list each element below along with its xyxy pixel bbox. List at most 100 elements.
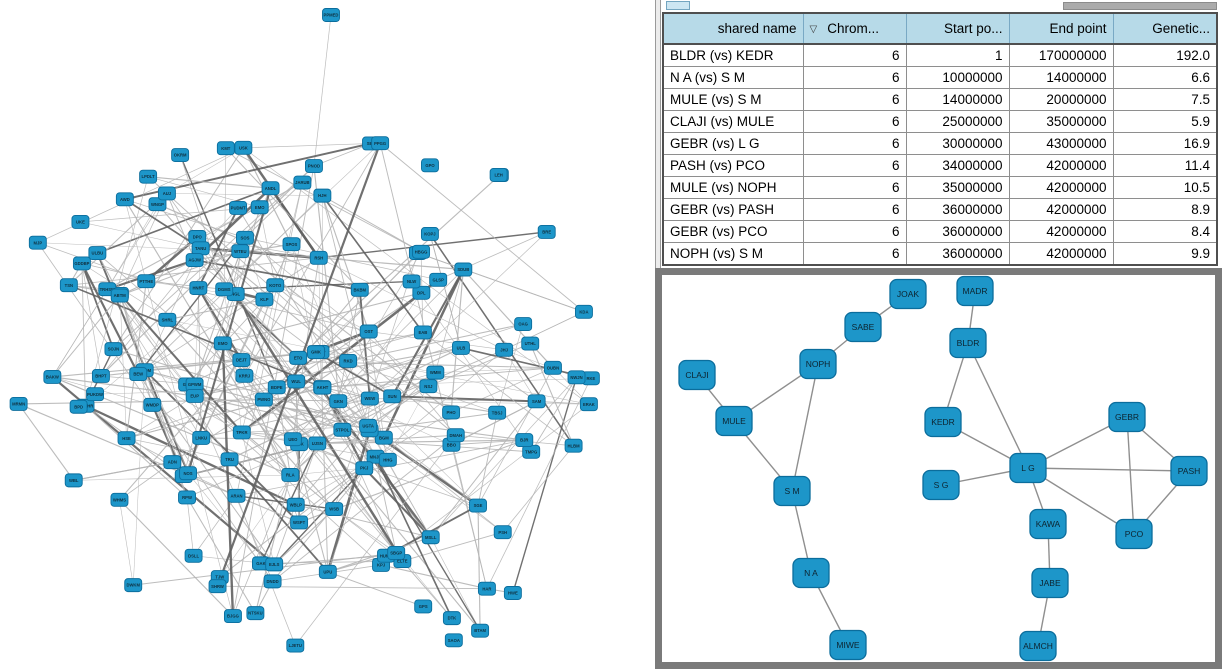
network-node[interactable]: UEO <box>283 432 302 447</box>
node-kedr[interactable]: KEDR <box>924 406 962 438</box>
node-bldr[interactable]: BLDR <box>949 327 987 359</box>
table-corner-button[interactable] <box>666 1 690 10</box>
node-almch[interactable]: ALMCH <box>1019 630 1057 662</box>
node-noph[interactable]: NOPH <box>799 348 837 380</box>
node-l-g[interactable]: L G <box>1009 452 1047 484</box>
network-node[interactable]: SOJN <box>104 342 123 357</box>
network-node[interactable]: BHPT <box>91 369 110 383</box>
network-node[interactable]: BEW <box>129 367 148 382</box>
network-node[interactable]: PSH <box>493 525 512 540</box>
network-node[interactable]: PUKDW <box>86 387 105 402</box>
network-node[interactable]: KMT <box>216 141 235 156</box>
network-node[interactable]: HBGG <box>412 244 431 259</box>
column-header-shared-name[interactable]: shared name <box>662 12 804 45</box>
network-node[interactable]: WHMS <box>110 492 129 507</box>
node-pash[interactable]: PASH <box>1170 455 1208 487</box>
table-row[interactable]: GEBR (vs) PASH 6 36000000 42000000 8.9 <box>662 198 1218 221</box>
network-node[interactable]: BJR <box>515 433 534 448</box>
network-node[interactable]: ULBU <box>88 246 107 260</box>
network-node[interactable]: TMPG <box>522 444 541 459</box>
network-node[interactable]: EMO <box>213 336 232 351</box>
network-node[interactable]: KOPJ <box>420 227 439 241</box>
network-node[interactable]: UKE <box>71 214 90 229</box>
table-row[interactable]: GEBR (vs) L G 6 30000000 43000000 16.9 <box>662 132 1218 155</box>
network-node[interactable]: ARAN <box>227 488 246 503</box>
network-node[interactable]: NOS <box>179 466 198 481</box>
table-row[interactable]: BLDR (vs) KEDR 6 1 170000000 192.0 <box>662 43 1218 67</box>
network-node[interactable]: GDDBP <box>72 256 91 271</box>
table-row[interactable]: PASH (vs) PCO 6 34000000 42000000 11.4 <box>662 154 1218 177</box>
network-node[interactable]: TRU <box>220 452 239 467</box>
network-node[interactable]: MJP <box>28 235 47 250</box>
network-node[interactable]: WEW <box>360 391 379 406</box>
network-edge[interactable] <box>1027 467 1190 472</box>
network-node[interactable]: NWJN <box>567 370 586 385</box>
network-node[interactable]: GPS <box>414 599 433 614</box>
network-node[interactable]: STPOL <box>333 422 352 437</box>
filter-icon[interactable]: ▽ <box>809 24 818 35</box>
network-node[interactable]: PUDMT <box>229 200 248 215</box>
network-node[interactable]: WNGP <box>148 197 167 212</box>
network-node[interactable]: TANU <box>191 241 210 256</box>
network-node[interactable]: HSE <box>117 431 136 446</box>
node-claji[interactable]: CLAJI <box>678 359 716 391</box>
network-node[interactable]: LJETU <box>286 638 305 653</box>
network-edge[interactable] <box>1126 416 1135 535</box>
network-node[interactable]: ANDL <box>261 181 280 196</box>
network-node[interactable]: UJSN <box>308 436 327 451</box>
network-node[interactable]: EMO <box>250 200 269 215</box>
network-node[interactable]: RLA <box>281 468 300 482</box>
network-node[interactable]: SAM <box>527 394 546 409</box>
network-node[interactable]: HJH <box>313 188 332 203</box>
network-node[interactable]: HWE <box>503 586 522 600</box>
node-n-a[interactable]: N A <box>792 557 830 589</box>
network-node[interactable]: ADN <box>163 455 182 470</box>
network-node[interactable]: WBLP <box>286 497 305 512</box>
network-node[interactable]: UTHL <box>521 336 540 351</box>
network-node[interactable]: OST <box>359 324 378 339</box>
network-node[interactable]: SHRW <box>208 579 227 594</box>
network-node[interactable]: WTEU <box>231 244 250 259</box>
network-canvas-main[interactable]: PPMEDPTTHEELTEKOPJRSHEMORKDUJSNWULNAMHRW… <box>0 0 650 669</box>
network-edge[interactable] <box>967 342 1029 469</box>
network-node[interactable]: ULB <box>452 340 470 355</box>
network-node[interactable]: PTTHE <box>137 274 156 289</box>
node-s-m[interactable]: S M <box>773 475 811 507</box>
column-header-end-point[interactable]: End point <box>1008 12 1114 45</box>
network-edge[interactable] <box>791 363 819 492</box>
network-node[interactable]: LNKU <box>192 430 211 445</box>
table-row[interactable]: MULE (vs) NOPH 6 35000000 42000000 10.5 <box>662 176 1218 199</box>
network-node[interactable]: AGJW <box>185 253 204 268</box>
node-s-g[interactable]: S G <box>922 469 960 501</box>
network-node[interactable]: PPGG <box>371 136 390 151</box>
network-node[interactable]: OUBN <box>543 360 562 375</box>
network-node[interactable]: BPD <box>69 399 88 414</box>
network-node[interactable]: GMK <box>307 345 325 360</box>
node-joak[interactable]: JOAK <box>889 278 927 310</box>
network-node[interactable]: DWKM <box>124 578 143 593</box>
panel-splitter[interactable] <box>655 0 661 268</box>
network-node[interactable]: KLP <box>255 292 274 307</box>
network-node[interactable]: SBGP <box>387 546 406 560</box>
network-node[interactable]: GPO <box>421 158 439 173</box>
node-pco[interactable]: PCO <box>1115 518 1153 550</box>
network-node[interactable]: RSH <box>309 250 328 265</box>
network-node[interactable]: BAKW <box>43 369 62 384</box>
network-node[interactable]: AWD <box>115 192 134 207</box>
network-node[interactable]: DPL <box>412 285 431 300</box>
network-node[interactable]: LPDLT <box>139 169 158 184</box>
network-node[interactable]: HLBM <box>564 438 583 453</box>
network-node[interactable]: LEH <box>489 168 508 182</box>
network-node[interactable]: WMM <box>426 365 445 380</box>
network-node[interactable]: WUL <box>287 374 306 389</box>
column-header-genetic[interactable]: Genetic... <box>1112 12 1218 45</box>
node-miwe[interactable]: MIWE <box>829 629 867 661</box>
network-node[interactable]: NLW <box>402 274 421 289</box>
network-node[interactable]: WSPT <box>290 515 309 530</box>
network-node[interactable]: GLSP <box>429 272 448 287</box>
network-node[interactable]: WBL <box>64 473 83 488</box>
network-node[interactable]: MSLL <box>421 530 440 545</box>
network-node[interactable]: ETO <box>289 350 308 365</box>
network-node[interactable]: UPU <box>318 564 337 579</box>
network-node[interactable]: AUJ <box>157 186 176 201</box>
